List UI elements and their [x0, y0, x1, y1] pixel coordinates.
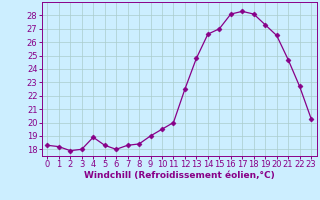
X-axis label: Windchill (Refroidissement éolien,°C): Windchill (Refroidissement éolien,°C) [84, 171, 275, 180]
